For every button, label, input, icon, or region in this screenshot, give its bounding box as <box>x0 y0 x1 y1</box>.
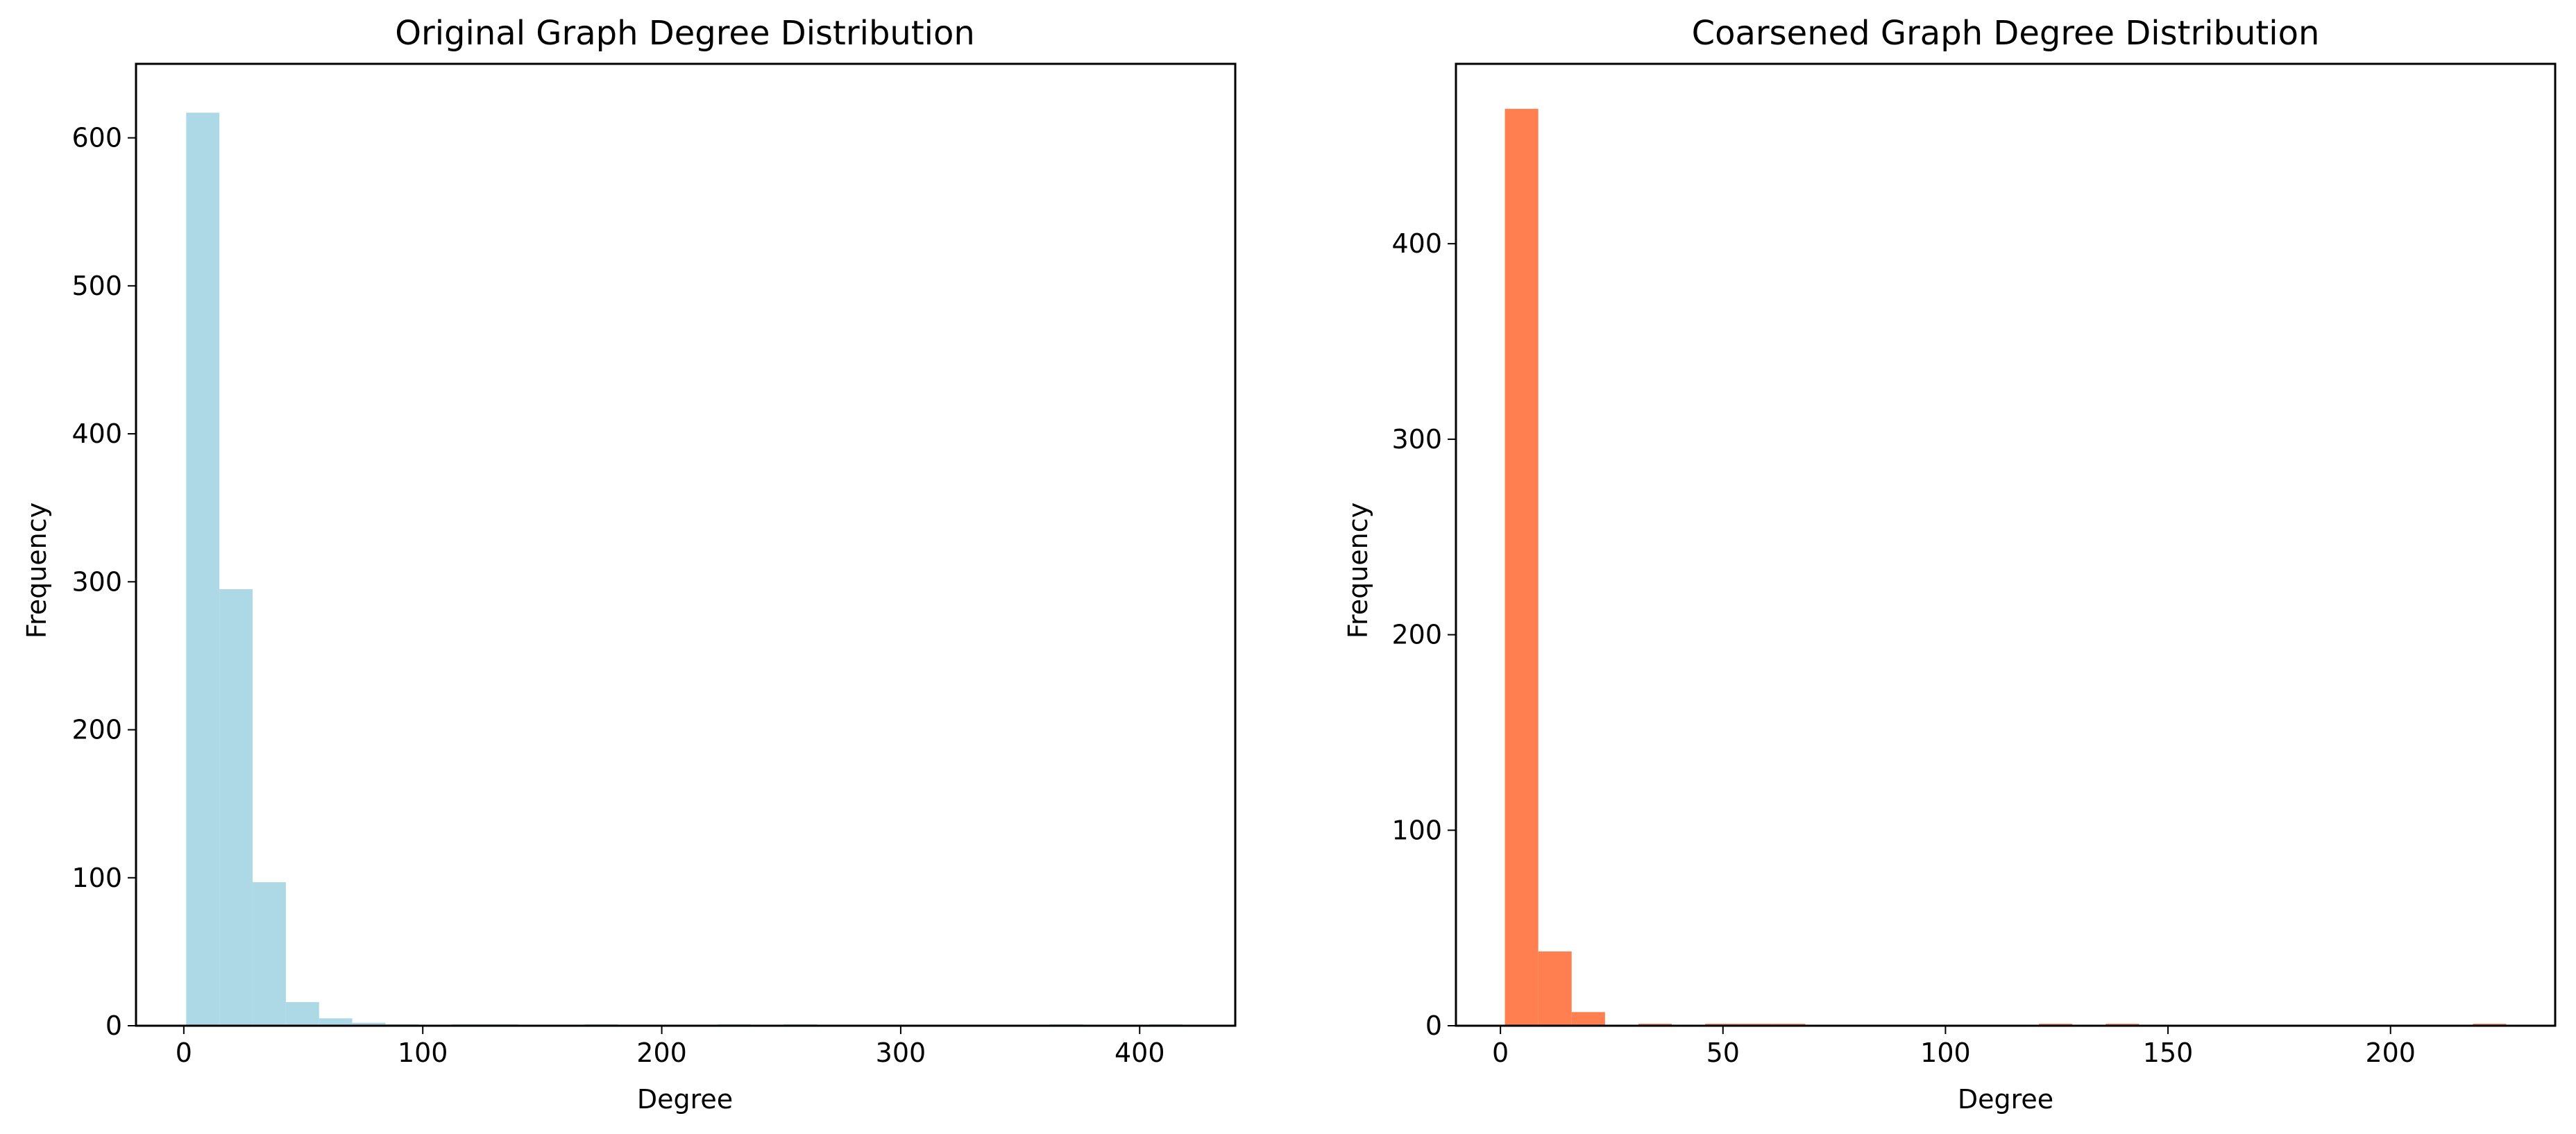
y-tick-label: 300 <box>1391 424 1442 455</box>
y-tick-label: 200 <box>71 715 122 745</box>
histogram-bar <box>352 1022 386 1026</box>
y-tick-label: 300 <box>71 566 122 597</box>
y-tick-label: 0 <box>105 1010 122 1041</box>
y-tick-label: 100 <box>71 863 122 893</box>
y-tick-label: 200 <box>1391 620 1442 650</box>
plot-frame <box>135 62 1237 1027</box>
x-tick-label: 200 <box>636 1038 687 1068</box>
x-tick-label: 400 <box>1115 1038 1165 1068</box>
plot-frame <box>1455 62 2557 1027</box>
bar-group <box>1505 108 2507 1026</box>
tick-group: 0 100 200 300 400 0 100 200 300 400 500 600 <box>71 123 1164 1068</box>
x-axis-label: Degree <box>637 1084 733 1115</box>
y-tick-label: 500 <box>71 271 122 301</box>
histogram-bar <box>186 112 220 1026</box>
x-tick-label: 200 <box>2365 1038 2416 1068</box>
x-tick-label: 100 <box>398 1038 448 1068</box>
x-axis-label: Degree <box>1958 1084 2053 1115</box>
tick-group: 0 50 100 150 200 0 100 200 300 400 <box>1391 228 2416 1068</box>
y-axis-label: Frequency <box>1343 502 1373 638</box>
x-tick-label: 100 <box>1920 1038 1971 1068</box>
histogram-bar <box>253 882 286 1026</box>
x-tick-label: 50 <box>1706 1038 1740 1068</box>
y-tick-label: 400 <box>1391 228 1442 259</box>
x-tick-label: 300 <box>876 1038 926 1068</box>
bar-group <box>186 112 1183 1026</box>
x-tick-label: 0 <box>176 1038 192 1068</box>
histogram-bar <box>1571 1012 1605 1026</box>
y-tick-label: 400 <box>71 418 122 449</box>
histogram-bar <box>285 1001 319 1026</box>
y-axis-label: Frequency <box>22 502 52 638</box>
original-degree-histogram: Original Graph Degree Distribution Degre… <box>22 14 1237 1115</box>
histogram-bar <box>219 589 253 1026</box>
x-tick-label: 0 <box>1492 1038 1509 1068</box>
y-tick-label: 600 <box>71 123 122 153</box>
chart-title: Coarsened Graph Degree Distribution <box>1692 14 2320 53</box>
histogram-bar <box>1505 108 1539 1026</box>
histogram-bar <box>1538 951 1572 1026</box>
y-tick-label: 0 <box>1425 1010 1442 1041</box>
chart-title: Original Graph Degree Distribution <box>395 14 975 53</box>
histogram-bar <box>319 1018 353 1026</box>
coarsened-degree-histogram: Coarsened Graph Degree Distribution Degr… <box>1343 14 2557 1115</box>
y-tick-label: 100 <box>1391 815 1442 845</box>
x-tick-label: 150 <box>2143 1038 2194 1068</box>
